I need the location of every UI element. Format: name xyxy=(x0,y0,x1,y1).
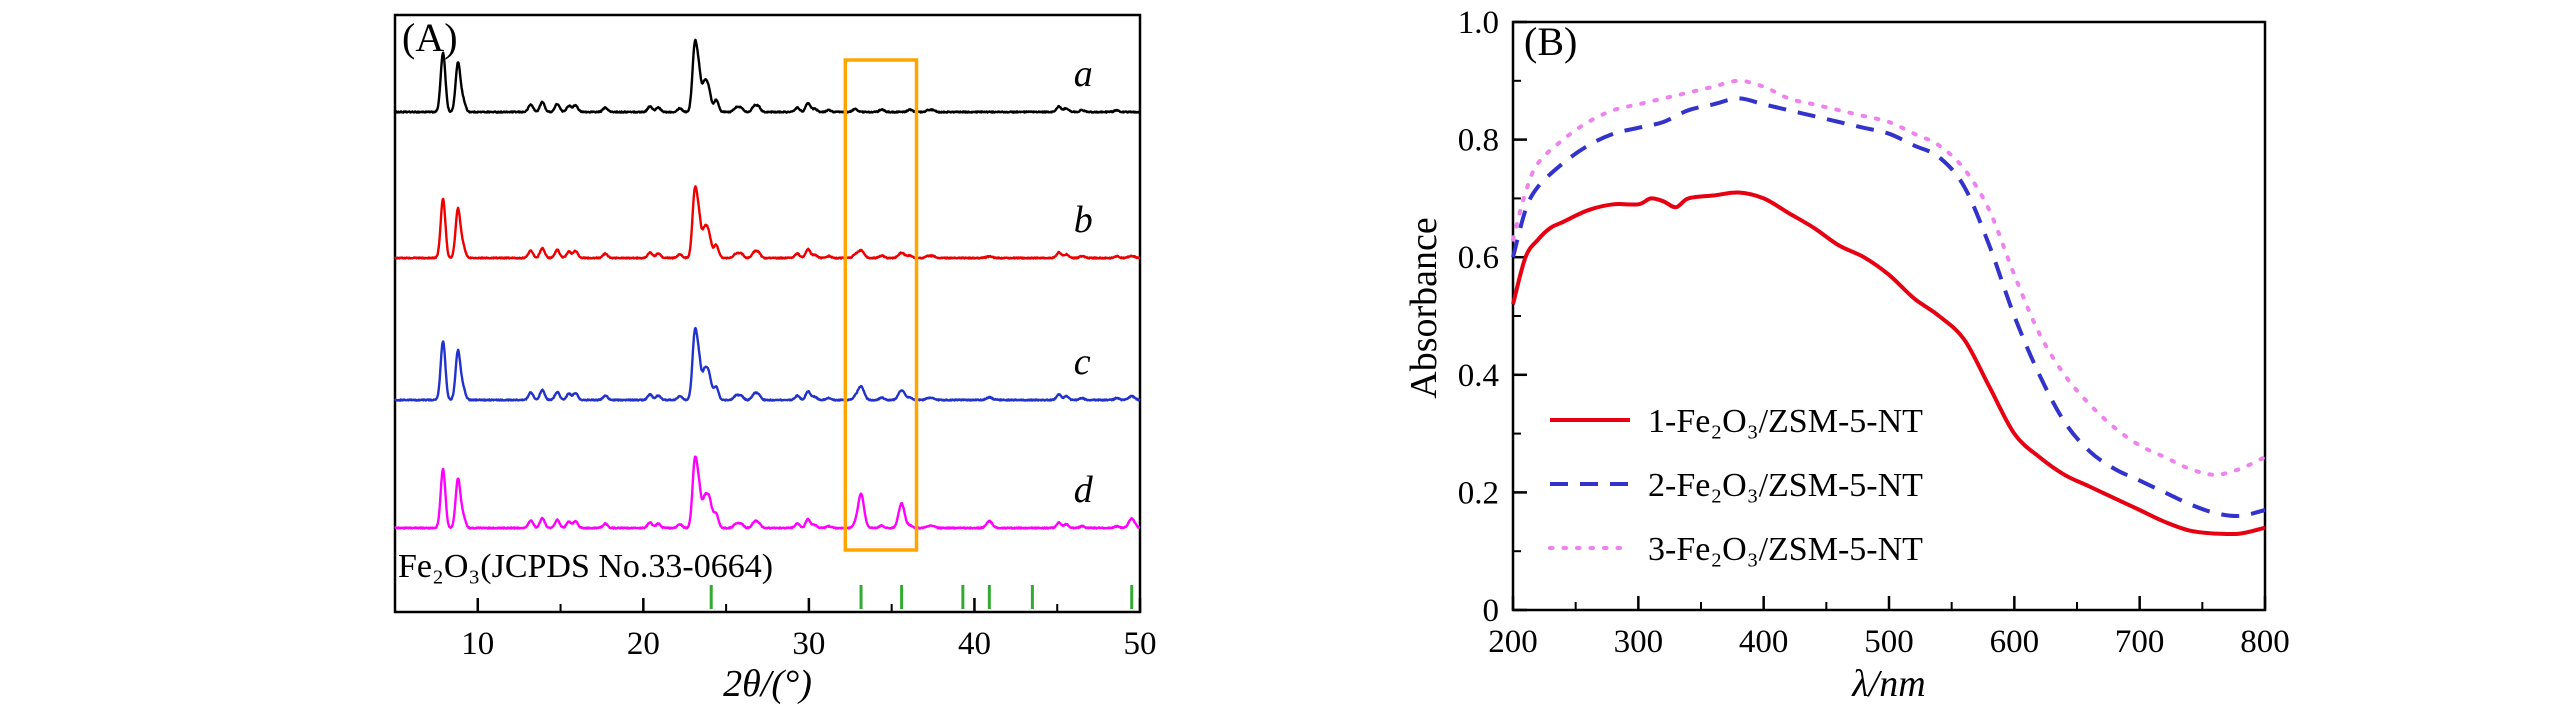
xrd-trace-c xyxy=(393,326,1141,402)
panel-b-y-tick-label: 0.6 xyxy=(1458,240,1499,276)
panel-a-x-tick-label: 20 xyxy=(627,626,660,662)
panel-b-y-tick-label: 0.4 xyxy=(1458,358,1499,394)
panel-b-y-axis-title: Absorbance xyxy=(1403,217,1445,399)
uvvis-chart: 200 300 400 500 600 700 800 0 0.2 0.4 0.6 0.8 1.0 1-F… xyxy=(1458,5,2290,660)
highlight-box xyxy=(843,58,919,552)
panel-a-x-axis-title: 2θ/(°) xyxy=(723,663,812,705)
xrd-trace-label-d: d xyxy=(1074,469,1094,511)
panel-b-label: (B) xyxy=(1524,19,1578,64)
xrd-trace-label-b: b xyxy=(1074,199,1093,241)
panel-b-y-tick-label: 0 xyxy=(1483,593,1500,629)
panel-b-x-tick-label: 200 xyxy=(1488,624,1538,660)
panel-b-x-axis-title: λ/nm xyxy=(1852,663,1926,705)
xrd-trace-a xyxy=(394,38,1141,114)
uvvis-series-1 xyxy=(1511,190,2266,537)
panel-a-label: (A) xyxy=(402,15,458,60)
panel-b-x-tick-label: 800 xyxy=(2240,624,2290,660)
panel-b-x-tick-label: 600 xyxy=(1990,624,2040,660)
xrd-trace-d xyxy=(394,455,1141,530)
panel-a-x-tick-label: 40 xyxy=(958,626,991,662)
panel-b-y-tick-label: 1.0 xyxy=(1458,5,1499,41)
panel-a-x-tick-label: 30 xyxy=(792,626,825,662)
panel-b-x-tick-label: 500 xyxy=(1864,624,1914,660)
panel-b-y-tick-label: 0.2 xyxy=(1458,475,1499,511)
xrd-trace-label-c: c xyxy=(1074,341,1091,383)
legend-label-2: 2-Fe₂O₃/ZSM-5-NT xyxy=(1648,467,1923,504)
legend-label-1: 1-Fe₂O₃/ZSM-5-NT xyxy=(1648,403,1923,440)
xrd-chart: 10 20 30 40 50 a b c d xyxy=(393,13,1157,662)
xrd-trace-label-a: a xyxy=(1074,53,1093,95)
legend-label-3: 3-Fe₂O₃/ZSM-5-NT xyxy=(1648,531,1923,568)
panel-b-x-tick-label: 300 xyxy=(1614,624,1664,660)
xrd-trace-b xyxy=(394,185,1141,260)
jcpds-reference-label: Fe₂O₃(JCPDS No.33-0664) xyxy=(398,548,774,585)
panel-b-frame xyxy=(1511,20,2267,612)
panel-a-x-tick-label: 10 xyxy=(461,626,494,662)
panel-a-frame xyxy=(393,13,1142,614)
panel-b-x-tick-label: 400 xyxy=(1739,624,1789,660)
panel-b-x-tick-label: 700 xyxy=(2115,624,2165,660)
panel-a-x-tick-label: 50 xyxy=(1124,626,1157,662)
uvvis-series-2 xyxy=(1511,96,2266,518)
uvvis-series-3 xyxy=(1511,78,2267,477)
panel-b-y-tick-label: 0.8 xyxy=(1458,123,1499,159)
